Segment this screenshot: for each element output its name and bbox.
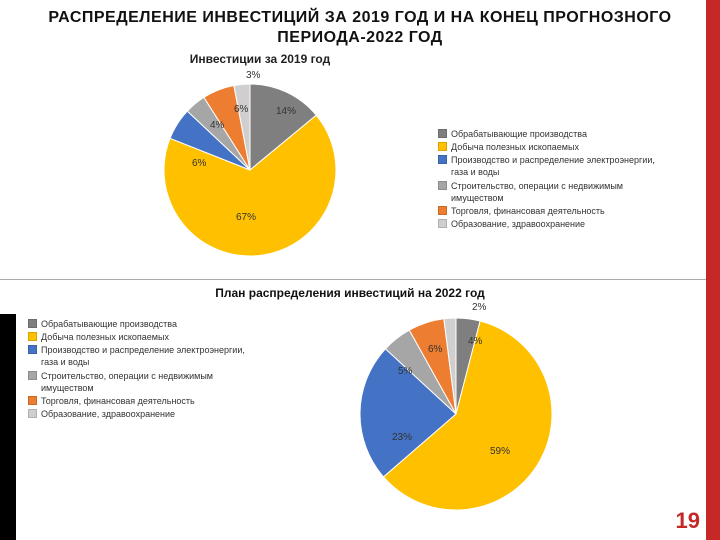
legend-label: Добыча полезных ископаемых xyxy=(41,331,169,343)
legend-2022: Обрабатывающие производстваДобыча полезн… xyxy=(28,318,288,421)
data-label: 5% xyxy=(398,366,412,377)
legend-swatch xyxy=(28,345,37,354)
legend-label: Торговля, финансовая деятельность xyxy=(41,395,195,407)
legend-item: Производство и распределение электроэнер… xyxy=(28,344,288,368)
legend-item: Обрабатывающие производства xyxy=(28,318,288,330)
legend-swatch xyxy=(28,396,37,405)
legend-label: Обрабатывающие производства xyxy=(41,318,177,330)
page-number: 19 xyxy=(676,508,700,534)
legend-label: Строительство, операции с недвижимым иму… xyxy=(41,370,261,394)
data-label: 4% xyxy=(468,336,482,347)
legend-swatch xyxy=(28,371,37,380)
legend-swatch xyxy=(28,332,37,341)
data-label: 6% xyxy=(428,344,442,355)
legend-label: Производство и распределение электроэнер… xyxy=(41,344,261,368)
data-label: 23% xyxy=(392,432,412,443)
data-label: 59% xyxy=(490,446,510,457)
data-label: 2% xyxy=(472,302,486,313)
legend-item: Образование, здравоохранение xyxy=(28,408,288,420)
legend-item: Торговля, финансовая деятельность xyxy=(28,395,288,407)
legend-item: Добыча полезных ископаемых xyxy=(28,331,288,343)
pie-chart-2022 xyxy=(0,0,720,540)
legend-label: Образование, здравоохранение xyxy=(41,408,175,420)
legend-swatch xyxy=(28,409,37,418)
legend-swatch xyxy=(28,319,37,328)
legend-item: Строительство, операции с недвижимым иму… xyxy=(28,370,288,394)
